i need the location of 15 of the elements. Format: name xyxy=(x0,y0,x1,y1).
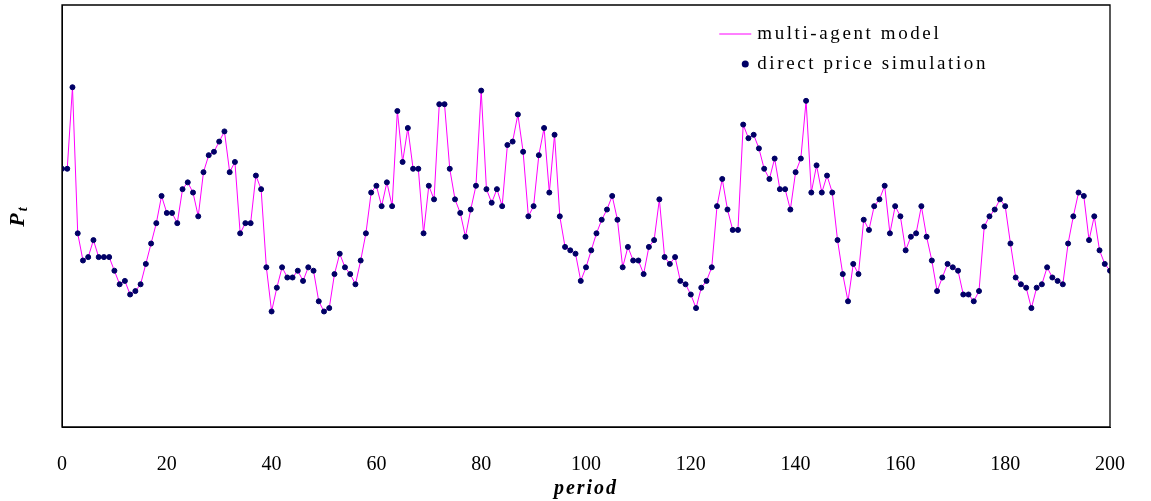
x-tick-label: 160 xyxy=(885,452,916,475)
x-axis-title: period xyxy=(551,476,619,500)
x-tick-label: 140 xyxy=(780,452,811,475)
x-tick-label: 200 xyxy=(1095,452,1125,475)
legend-label: direct price simulation xyxy=(757,51,989,73)
x-tick-label: 0 xyxy=(57,452,67,475)
x-tick-label: 20 xyxy=(156,452,177,475)
y-axis-title: Pt xyxy=(3,206,31,228)
x-tick-label: 180 xyxy=(990,452,1021,475)
x-tick-label: 100 xyxy=(571,452,601,475)
legend-label: multi-agent model xyxy=(757,21,942,43)
x-tick-label: 60 xyxy=(366,452,387,475)
x-tick-label: 80 xyxy=(471,452,492,475)
x-tick-label: 40 xyxy=(261,452,282,475)
x-tick-label: 120 xyxy=(675,452,706,475)
